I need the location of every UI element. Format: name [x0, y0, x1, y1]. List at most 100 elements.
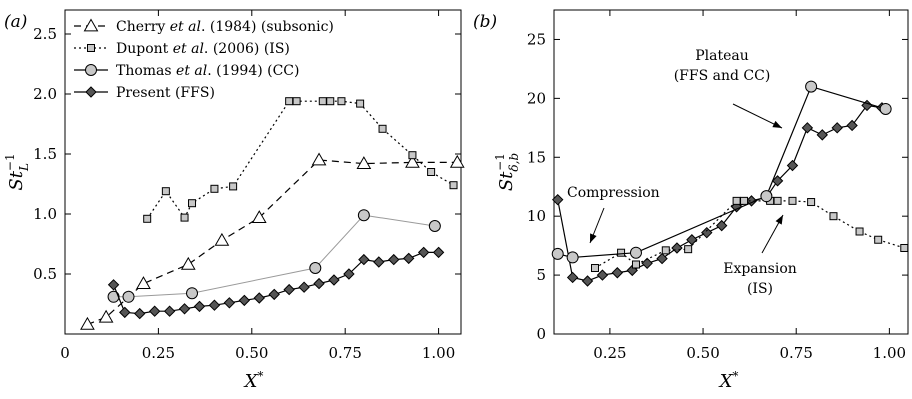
panel-a-x-tick-label: 0.75	[328, 344, 361, 362]
panel-a-series-diamond	[107, 246, 445, 320]
panel-b-data-point	[760, 190, 773, 203]
panel-a-data-point	[180, 256, 196, 270]
panel-b-annotations: Plateau (FFS and CC) Compression Expansion(…	[567, 48, 797, 297]
panel-a-data-point	[229, 182, 238, 191]
panel-a-x-tick-label: 0.25	[142, 344, 175, 362]
panel-a-data-point	[98, 309, 114, 323]
panel-a-data-point	[405, 154, 420, 168]
panel-a-data-point	[356, 156, 372, 169]
panel-a-data-point	[337, 97, 346, 106]
panel-b-data-point	[715, 219, 728, 232]
panel-b-data-point	[617, 248, 626, 257]
panel-a-data-point	[143, 214, 152, 223]
panel-a: (a) 0 0.25 0.50 0.75 1.00 0.5 1.0 1.5 2.0 2.5 Che…	[3, 9, 465, 392]
panel-b-data-point	[831, 122, 843, 134]
panel-a-data-point	[180, 213, 189, 222]
panel-b-data-point	[801, 122, 814, 134]
panel-a-x-label-base: X	[243, 371, 259, 392]
panel-a-series	[80, 97, 465, 330]
panel-b-data-point	[629, 246, 642, 259]
annotation-text: Compression	[567, 185, 660, 201]
annotation-arrow-head	[772, 120, 782, 128]
panel-b-data-point	[611, 267, 624, 279]
panel-a-data-point	[309, 262, 322, 274]
panel-a-data-point	[223, 297, 236, 309]
legend-triangle-marker	[83, 18, 99, 32]
panel-a-data-point	[134, 307, 146, 320]
panel-a-x-axis-label: X*	[243, 369, 264, 392]
panel-a-y-tick-label: 0.5	[33, 265, 57, 283]
panel-a-data-point	[373, 256, 385, 268]
panel-a-data-point	[238, 294, 251, 307]
legend-entry: Thomas et al. (1994) (CC)	[74, 63, 300, 79]
panel-b-data-point	[684, 245, 693, 254]
panel-a-data-point	[214, 232, 230, 246]
panel-b-data-point	[805, 80, 818, 93]
panel-a-x-label-sup: *	[257, 369, 263, 383]
panel-a-data-point	[283, 283, 295, 296]
panel-a-data-point	[449, 154, 465, 168]
panel-a-y-tick-label: 2.5	[33, 25, 57, 43]
panel-b-data-point	[732, 196, 741, 205]
panel-b-data-point	[590, 264, 599, 273]
panel-a-y-label-sub: L	[17, 163, 31, 172]
legend-circle-marker	[85, 64, 97, 76]
panel-a-data-point	[402, 252, 415, 265]
panel-a-data-point	[80, 316, 95, 330]
panel-b-series-line	[557, 85, 886, 259]
panel-b-data-point	[566, 251, 579, 264]
panel-b-x-tick-label: 0.75	[780, 344, 813, 362]
panel-b-data-point	[773, 196, 782, 205]
panel-b-data-point	[552, 193, 564, 206]
panel-b-data-point	[740, 196, 749, 205]
panel-a-series-line	[113, 214, 435, 298]
legend-label: Dupont et al. (2006) (IS)	[116, 41, 290, 57]
panel-b-data-point	[596, 269, 609, 281]
panel-b-data-point	[829, 212, 838, 221]
panel-a-data-point	[122, 290, 135, 303]
panel-b-data-point	[631, 260, 640, 269]
panel-a-series-line	[87, 159, 458, 325]
panel-a-y-label-base: St	[6, 170, 27, 190]
panel-a-x-tick-label: 0.50	[235, 344, 268, 362]
annotation-arrow-head	[775, 215, 783, 225]
panel-a-data-point	[208, 299, 221, 311]
panel-a-data-point	[136, 276, 151, 289]
panel-a-y-tick-label: 1.5	[33, 145, 57, 163]
panel-a-y-label-sup: −1	[3, 153, 17, 171]
panel-b-data-point	[656, 252, 668, 265]
legend-label: Present (FFS)	[116, 85, 215, 101]
panel-b-x-label-sup: *	[732, 369, 738, 383]
panel-b-x-axis-label: X*	[718, 369, 739, 392]
panel-a-data-point	[343, 268, 355, 280]
panel-b-data-point	[686, 234, 698, 246]
panel-a-data-point	[388, 253, 400, 266]
panel-b-x-tick-label: 0.25	[593, 344, 626, 362]
annotation: Compression	[567, 185, 660, 244]
panel-a-data-point	[318, 97, 327, 106]
panel-b-x-tick-label: 0.50	[686, 344, 719, 362]
panel-b-data-point	[874, 235, 883, 244]
panel-b-data-point	[855, 227, 864, 236]
panel-a-data-point	[188, 199, 197, 208]
panel-b-data-point	[701, 226, 713, 239]
panel-b-data-point	[846, 119, 858, 132]
panel-b-data-point	[900, 243, 909, 252]
panel-b-frame	[553, 9, 909, 335]
panel-a-x-tick-label: 0	[60, 344, 70, 362]
annotation: Plateau (FFS and CC)	[674, 48, 783, 129]
panel-a-data-point	[193, 300, 206, 313]
panel-b-series-circle	[551, 80, 892, 264]
panel-b-y-axis-label: Stδ,b−1	[493, 153, 521, 191]
panel-a-data-point	[326, 97, 335, 106]
panel-b: (b) 0.25 0.50 0.75 1.00 0 5 10 15 20 25 Plateau (F…	[473, 9, 909, 392]
panel-b-x-tick-label: 1.00	[873, 344, 906, 362]
panel-a-data-point	[313, 277, 325, 290]
panel-b-data-point	[879, 102, 892, 115]
legend-label: Cherry et al. (1984) (subsonic)	[116, 19, 334, 35]
panel-a-data-point	[253, 292, 265, 304]
panel-b-ticks: 0.25 0.50 0.75 1.00 0 5 10 15 20 25	[527, 10, 908, 362]
panel-b-series	[551, 80, 909, 287]
panel-b-y-tick-label: 0	[536, 325, 546, 343]
annotation-text: Plateau (FFS and CC)	[674, 48, 771, 84]
